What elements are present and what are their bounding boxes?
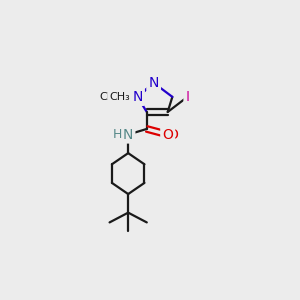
Text: N: N <box>123 128 134 142</box>
Text: O: O <box>162 128 173 142</box>
Text: N: N <box>148 76 159 90</box>
Text: H: H <box>119 128 128 141</box>
Text: CH₃: CH₃ <box>99 92 120 102</box>
Text: N: N <box>132 90 143 104</box>
Text: I: I <box>185 90 190 104</box>
Text: N: N <box>148 76 159 90</box>
Text: N: N <box>132 90 143 104</box>
Text: I: I <box>188 90 191 104</box>
Text: H: H <box>113 128 122 141</box>
Text: N: N <box>123 128 134 142</box>
Text: O: O <box>168 128 178 142</box>
Text: CH₃: CH₃ <box>110 92 130 102</box>
